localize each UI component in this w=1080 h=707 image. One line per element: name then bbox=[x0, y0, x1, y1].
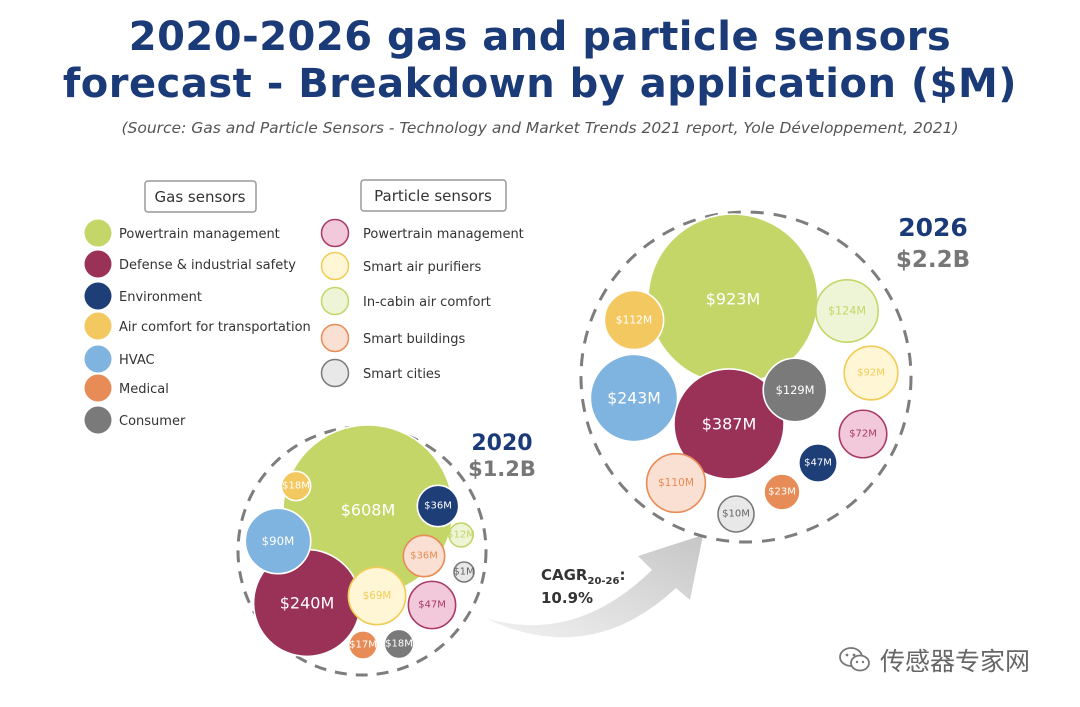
bubble-label-2020-gas_defense: $240M bbox=[280, 594, 335, 613]
cagr-suffix: : bbox=[619, 566, 625, 584]
watermark: 传感器专家网 bbox=[838, 642, 1030, 678]
bubble-2020-pm_incabin bbox=[448, 522, 474, 548]
legend-gas-label-gas_consumer: Consumer bbox=[119, 414, 186, 429]
total-2020: $1.2B bbox=[468, 457, 536, 481]
chart-subtitle: (Source: Gas and Particle Sensors - Tech… bbox=[121, 119, 959, 137]
bubble-label-2026-pm_powertrain: $72M bbox=[849, 429, 877, 440]
year-2026: 2026 bbox=[898, 213, 968, 242]
bubble-2026-pm_incabin bbox=[815, 279, 879, 343]
group-outline-2020 bbox=[236, 425, 488, 677]
bubble-label-2026-pm_buildings: $110M bbox=[658, 477, 694, 489]
legend-gas-label-gas_aircomfort: Air comfort for transportation bbox=[119, 320, 311, 335]
cagr-label: CAGR20-26: bbox=[541, 566, 625, 587]
cagr-sub: 20-26 bbox=[587, 576, 619, 587]
bubble-label-2020-gas_medical: $17M bbox=[349, 640, 377, 651]
bubble-2020-gas_medical bbox=[347, 629, 379, 661]
bubble-2026-pm_buildings bbox=[645, 452, 707, 514]
legend-particle-swatch-pm_incabin bbox=[320, 286, 350, 316]
chart-title: 2020-2026 gas and particle sensors forec… bbox=[0, 14, 1080, 108]
bubble-label-2026-gas_consumer: $129M bbox=[776, 383, 815, 397]
bubble-label-2020-gas_consumer: $18M bbox=[385, 639, 413, 650]
bubble-2020-pm_purifiers bbox=[347, 566, 407, 626]
cagr-value: 10.9% bbox=[541, 589, 593, 607]
bubble-2026-pm_powertrain bbox=[838, 409, 888, 459]
bubble-label-2020-pm_powertrain: $47M bbox=[418, 600, 446, 611]
legend-gas-label-gas_environment: Environment bbox=[119, 290, 202, 305]
year-2020: 2020 bbox=[471, 431, 532, 456]
bubble-label-2026-pm_incabin: $124M bbox=[828, 305, 866, 318]
bubble-label-2026-gas_environment: $47M bbox=[804, 458, 832, 469]
legend-particle-swatch-pm_purifiers bbox=[320, 251, 350, 281]
legend-gas-swatch-gas_consumer bbox=[84, 406, 112, 434]
legend-particle-swatch-pm_powertrain bbox=[320, 218, 350, 248]
legend-gas: Powertrain management Defense & industria… bbox=[84, 219, 311, 434]
wechat-icon bbox=[839, 647, 870, 672]
bubble-label-2020-gas_environment: $36M bbox=[424, 501, 452, 512]
watermark-text: 传感器专家网 bbox=[880, 647, 1031, 676]
bubble-2026-pm_cities bbox=[717, 495, 755, 533]
gas-sensors-title: Gas sensors bbox=[155, 188, 246, 206]
group-outline-2026 bbox=[579, 210, 913, 544]
legend-particle-label-pm_incabin: In-cabin air comfort bbox=[363, 295, 491, 310]
bubble-2020-gas_environment bbox=[416, 484, 460, 528]
bubble-2020-gas_aircomfort bbox=[280, 470, 312, 502]
bubble-label-2020-pm_purifiers: $69M bbox=[363, 590, 392, 602]
legend-gas-swatch-gas_environment bbox=[84, 282, 112, 310]
particle-sensors-title: Particle sensors bbox=[374, 187, 492, 205]
bubble-label-2020-pm_incabin: $12M bbox=[447, 530, 475, 541]
bubble-2026-gas_consumer bbox=[762, 357, 828, 423]
legend-particle-label-pm_buildings: Smart buildings bbox=[363, 332, 466, 347]
bubble-2026-gas_hvac bbox=[589, 353, 679, 443]
legend-particle-swatch-pm_cities bbox=[320, 358, 350, 388]
bubble-2020-gas_hvac bbox=[244, 507, 312, 575]
total-2026: $2.2B bbox=[896, 247, 970, 273]
bubble-label-2020-pm_buildings: $36M bbox=[410, 551, 438, 562]
bubbles-2026: $923M $112M $124M $243M $387M $129M $92M $72M $4… bbox=[589, 213, 899, 533]
bubble-2026-gas_environment bbox=[798, 443, 838, 483]
bubble-2020-gas_consumer bbox=[383, 628, 415, 660]
bubble-2020-pm_powertrain bbox=[407, 580, 457, 630]
bubble-label-2026-gas_aircomfort: $112M bbox=[616, 314, 652, 327]
particle-sensors-box bbox=[360, 179, 507, 212]
legend-particle-label-pm_purifiers: Smart air purifiers bbox=[363, 260, 481, 275]
bubble-2026-pm_purifiers bbox=[843, 345, 899, 401]
legend-gas-label-gas_medical: Medical bbox=[119, 382, 169, 397]
legend-gas-label-gas_defense: Defense & industrial safety bbox=[119, 258, 296, 273]
bubble-label-2020-gas_powertrain: $608M bbox=[341, 501, 396, 520]
legend-gas-swatch-gas_defense bbox=[84, 250, 112, 278]
legend-particle-label-pm_powertrain: Powertrain management bbox=[363, 227, 524, 242]
legend-gas-label-gas_hvac: HVAC bbox=[119, 353, 155, 368]
legend-particle: Powertrain management Smart air purifiers… bbox=[320, 218, 524, 388]
legend-gas-swatch-gas_aircomfort bbox=[84, 312, 112, 340]
bubble-2020-pm_cities bbox=[453, 561, 475, 583]
gas-sensors-box bbox=[144, 180, 257, 213]
bubble-label-2026-pm_cities: $10M bbox=[722, 509, 750, 520]
bubble-label-2020-gas_aircomfort: $18M bbox=[282, 481, 310, 492]
legend-gas-swatch-gas_hvac bbox=[84, 345, 112, 373]
legend-gas-label-gas_powertrain: Powertrain management bbox=[119, 227, 280, 242]
bubble-2026-gas_medical bbox=[763, 473, 801, 511]
legend-gas-swatch-gas_powertrain bbox=[84, 219, 112, 247]
growth-arrow bbox=[485, 535, 703, 638]
bubble-label-2026-gas_defense: $387M bbox=[702, 415, 757, 434]
title-line-1: 2020-2026 gas and particle sensors bbox=[128, 14, 952, 60]
legend-gas-swatch-gas_medical bbox=[84, 374, 112, 402]
bubble-label-2020-pm_cities: $1M bbox=[453, 567, 474, 578]
bubbles-2020: $608M $240M $90M $18M $36M $12M $36M $1M $69M $47… bbox=[244, 424, 475, 661]
legend-particle-label-pm_cities: Smart cities bbox=[363, 367, 441, 382]
bubble-2020-pm_buildings bbox=[402, 534, 446, 578]
bubble-2026-gas_defense bbox=[673, 368, 785, 480]
bubble-label-2020-gas_hvac: $90M bbox=[262, 534, 295, 548]
bubble-label-2026-gas_medical: $23M bbox=[768, 487, 796, 498]
cagr-prefix: CAGR bbox=[541, 566, 588, 584]
bubble-label-2026-gas_hvac: $243M bbox=[607, 389, 660, 408]
bubble-label-2026-gas_powertrain: $923M bbox=[706, 290, 761, 309]
bubble-label-2026-pm_purifiers: $92M bbox=[857, 368, 885, 379]
legend-particle-swatch-pm_buildings bbox=[320, 323, 350, 353]
bubble-2026-gas_aircomfort bbox=[603, 289, 665, 351]
title-line-2: forecast - Breakdown by application ($M) bbox=[62, 61, 1018, 107]
